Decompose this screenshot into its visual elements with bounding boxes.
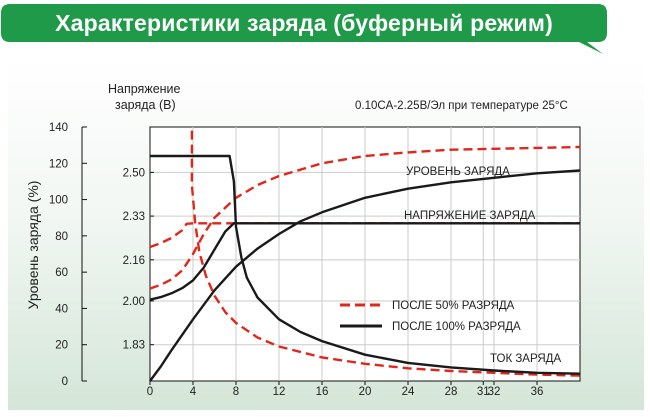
voltage-axis-label-line1: Напряжение bbox=[108, 82, 181, 96]
legend: ПОСЛЕ 50% РАЗРЯДА ПОСЛЕ 100% РАЗРЯДА bbox=[340, 300, 521, 333]
x-tick-label: 16 bbox=[316, 386, 329, 398]
left-tick-label: 60 bbox=[55, 267, 68, 279]
condition-note: 0.10CA-2.25В/Эл при температуре 25°C bbox=[355, 100, 568, 112]
legend-label-after-50: ПОСЛЕ 50% РАЗРЯДА bbox=[392, 300, 515, 312]
series-charge-level-after-50 bbox=[149, 145, 581, 290]
x-tick-label: 8 bbox=[233, 386, 239, 398]
x-tick-label: 32 bbox=[488, 386, 501, 398]
left-tick-label: 0 bbox=[62, 376, 68, 388]
left-tick-label: 120 bbox=[49, 158, 68, 170]
series-charge-voltage-after-50 bbox=[149, 222, 580, 249]
series-charge-voltage-after-100 bbox=[149, 222, 580, 301]
x-tick-label: 0 bbox=[147, 386, 153, 398]
title-banner bbox=[1, 4, 607, 54]
annotation-charge-current: ТОК ЗАРЯДА bbox=[490, 353, 561, 365]
x-tick-label: 4 bbox=[190, 386, 197, 398]
x-tick-label: 20 bbox=[359, 386, 372, 398]
left-tick-label: 80 bbox=[55, 231, 68, 243]
voltage-tick-label: 2.33 bbox=[123, 211, 145, 223]
x-tick-label: 31 bbox=[477, 386, 490, 398]
voltage-axis-label-line2: заряда (В) bbox=[115, 98, 176, 112]
annotation-charge-voltage: НАПРЯЖЕНИЕ ЗАРЯДА bbox=[404, 210, 536, 222]
left-tick-label: 100 bbox=[49, 195, 68, 207]
banner-title: Характеристики заряда (буферный режим) bbox=[55, 10, 553, 36]
voltage-tick-label: 2.50 bbox=[123, 167, 145, 179]
x-tick-label: 28 bbox=[445, 386, 458, 398]
x-tick-label: 12 bbox=[273, 386, 286, 398]
series-charge-level-after-100 bbox=[149, 169, 581, 382]
left-tick-label: 40 bbox=[55, 303, 68, 315]
annotation-charge-level: УРОВЕНЬ ЗАРЯДА bbox=[406, 166, 510, 178]
x-tick-label: 36 bbox=[531, 386, 544, 398]
voltage-tick-label: 2.16 bbox=[123, 255, 145, 267]
left-tick-label: 140 bbox=[49, 122, 68, 134]
series-charge-current-after-100 bbox=[150, 154, 581, 375]
series-charge-current-after-50 bbox=[190, 130, 581, 377]
banner-shape bbox=[1, 4, 607, 54]
x-tick-label: 24 bbox=[402, 386, 415, 398]
legend-label-after-100: ПОСЛЕ 100% РАЗРЯДА bbox=[392, 321, 521, 333]
voltage-tick-label: 1.83 bbox=[123, 340, 145, 352]
left-axis-label: Уровень заряда (%) bbox=[25, 181, 41, 310]
voltage-tick-label: 2.00 bbox=[123, 296, 145, 308]
left-tick-label: 20 bbox=[55, 340, 68, 352]
